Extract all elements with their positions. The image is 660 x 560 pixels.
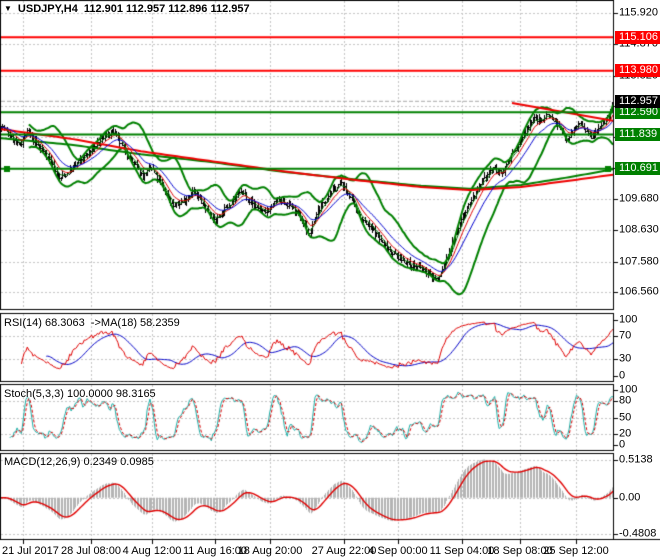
macd-indicator-label: MACD(12,26,9) 0.2349 0.0985 xyxy=(4,456,154,468)
time-axis-label: 25 Sep 12:00 xyxy=(543,545,609,557)
price-tick-label: 115.920 xyxy=(619,6,658,19)
time-axis-label: 27 Aug 22:00 xyxy=(311,545,377,557)
stoch-indicator-label: Stoch(5,3,3) 100.0000 98.3165 xyxy=(4,388,156,400)
macd-tick-label: -0.4808 xyxy=(619,527,657,539)
stoch-tick-label: 80 xyxy=(619,394,632,407)
time-axis-label: 4 Aug 12:00 xyxy=(122,545,182,557)
stoch-tick-label: 100 xyxy=(619,383,638,396)
chart-dropdown-icon[interactable]: ▼ xyxy=(4,4,12,13)
time-scale[interactable] xyxy=(0,539,660,560)
rsi-tick-label: 100 xyxy=(619,313,638,325)
price-level-badge: 111.839 xyxy=(615,128,660,142)
macd-tick-label: 0.00 xyxy=(619,491,641,504)
rsi-tick-label: 70 xyxy=(619,329,632,342)
price-tick-label: 108.630 xyxy=(619,223,659,236)
price-level-badge: 110.691 xyxy=(615,162,660,176)
macd-tick-label: 0.5138 xyxy=(619,453,653,465)
price-tick-label: 106.560 xyxy=(619,285,659,298)
current-price-badge: 112.957 xyxy=(615,94,660,108)
price-tick-label: 114.870 xyxy=(619,37,658,50)
price-tick-label: 109.680 xyxy=(619,192,659,205)
time-axis-label: 21 Jul 2017 xyxy=(2,545,59,557)
price-level-badge: 113.980 xyxy=(615,64,660,78)
time-axis-label: 4 Sep 00:00 xyxy=(368,545,428,557)
rsi-tick-label: 0 xyxy=(619,369,626,381)
time-axis-label: 18 Aug 20:00 xyxy=(237,545,303,557)
price-scale[interactable] xyxy=(614,0,660,539)
time-axis-label: 11 Sep 04:00 xyxy=(429,545,495,557)
price-tick-label: 107.580 xyxy=(619,255,659,268)
chart-symbol-period: USDJPY,H4 xyxy=(17,3,78,15)
time-axis-label: 18 Sep 08:00 xyxy=(487,545,553,557)
chart-ohlc-values: 112.901 112.957 112.896 112.957 xyxy=(83,3,250,15)
rsi-indicator-label: RSI(14) 68.3063 ->MA(18) 58.2359 xyxy=(4,317,180,329)
price-level-badge: 112.590 xyxy=(615,105,660,119)
time-axis-label: 11 Aug 16:00 xyxy=(182,545,248,557)
stoch-tick-label: 50 xyxy=(619,411,632,423)
rsi-tick-label: 30 xyxy=(619,352,632,365)
price-level-badge: 115.106 xyxy=(615,30,660,44)
stoch-tick-label: 0 xyxy=(619,438,626,451)
time-axis-label: 28 Jul 08:00 xyxy=(61,545,121,557)
chart-title: ▼ USDJPY,H4 112.901 112.957 112.896 112.… xyxy=(4,3,250,15)
stoch-tick-label: 20 xyxy=(619,427,632,440)
